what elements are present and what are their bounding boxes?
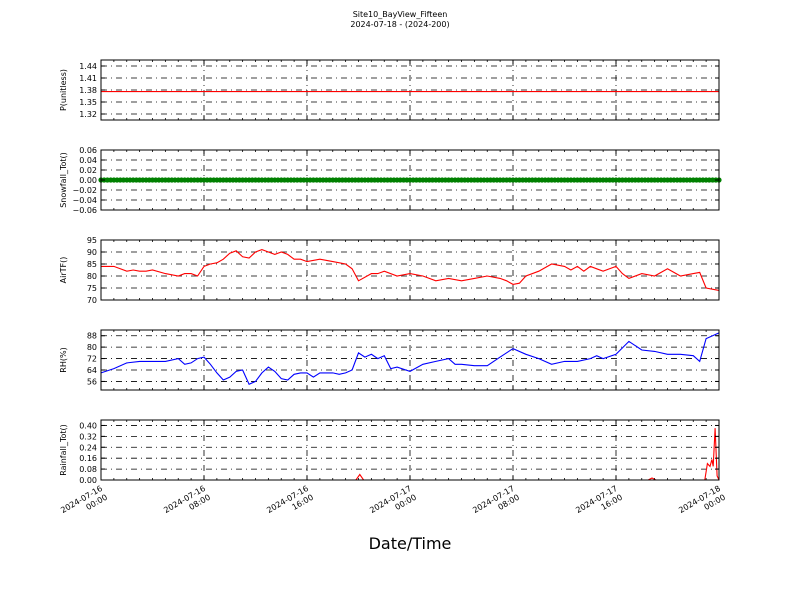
- y-tick-label: 0.06: [79, 146, 97, 155]
- y-tick-label: 95: [87, 236, 97, 245]
- panel-2: −0.06−0.04−0.020.000.020.040.06 Snowfall_…: [59, 146, 722, 215]
- y-tick-label: −0.06: [72, 206, 97, 215]
- y-tick-label: −0.02: [72, 186, 97, 195]
- y-tick-label: 90: [87, 248, 97, 257]
- y-tick-label: 56: [87, 377, 97, 386]
- y-tick-label: 0.00: [79, 176, 97, 185]
- y-tick-label: 0.16: [79, 454, 97, 463]
- y-tick-label: 0.24: [79, 443, 97, 452]
- x-axis-title: Date/Time: [368, 534, 452, 553]
- y-tick-label: 70: [87, 296, 97, 305]
- y-tick-label: 0.04: [79, 156, 97, 165]
- y-tick-label: 0.08: [79, 465, 97, 474]
- x-tick-label: 2024-07-1716:00: [574, 484, 624, 524]
- y-tick-label: 80: [87, 272, 97, 281]
- chart-title: Site10_BayView_Fifteen: [352, 10, 448, 19]
- panel-4: 56 64 72 80 88 RH(%): [59, 329, 720, 391]
- y-tick-label: 1.35: [79, 98, 97, 107]
- x-tick-label: 2024-07-1708:00: [471, 484, 521, 524]
- y-tick-label: 64: [87, 366, 97, 375]
- y-tick-label: 1.32: [79, 110, 97, 119]
- y-tick-label: 1.41: [79, 74, 97, 83]
- y-axis-label: P(unitless): [59, 69, 68, 111]
- x-tick-label: 2024-07-1608:00: [162, 484, 212, 524]
- y-tick-label: 1.44: [79, 62, 97, 71]
- y-tick-label: 0.32: [79, 432, 97, 441]
- chart-title-block: Site10_BayView_Fifteen 2024-07-18 - (202…: [0, 10, 800, 30]
- y-tick-label: 1.38: [79, 86, 97, 95]
- chart-subtitle: 2024-07-18 - (2024-200): [350, 20, 450, 29]
- y-tick-label: 88: [87, 332, 97, 341]
- x-tick-label: 2024-07-1600:00: [59, 484, 109, 524]
- panel-1: 1.32 1.35 1.38 1.41 1.44 P(unitless): [59, 59, 720, 121]
- y-tick-label: 72: [87, 355, 97, 364]
- y-axis-label: RH(%): [59, 347, 68, 372]
- y-axis-label: AirTF(): [59, 257, 68, 284]
- y-tick-label: 85: [87, 260, 97, 269]
- y-tick-label: −0.04: [72, 196, 97, 205]
- series-line: [100, 332, 720, 386]
- y-tick-label: 80: [87, 343, 97, 352]
- panel-3: 70 75 80 85 90 95 AirTF(): [59, 236, 720, 305]
- y-tick-label: 0.02: [79, 166, 97, 175]
- y-tick-label: 75: [87, 284, 97, 293]
- x-tick-label: 2024-07-1700:00: [368, 484, 418, 524]
- series-line: [101, 249, 720, 291]
- y-tick-label: 0.00: [79, 476, 97, 485]
- y-axis-label: Snowfall_Tot(): [59, 152, 68, 208]
- y-axis-label: Rainfall_Tot(): [59, 424, 68, 476]
- y-tick-label: 0.40: [79, 421, 97, 430]
- panel-5: 0.00 0.08 0.16 0.24 0.32 0.40 Rainfall_Tot(): [59, 419, 720, 485]
- x-tick-label: 2024-07-1800:00: [677, 484, 727, 524]
- x-tick-label: 2024-07-1616:00: [265, 484, 315, 524]
